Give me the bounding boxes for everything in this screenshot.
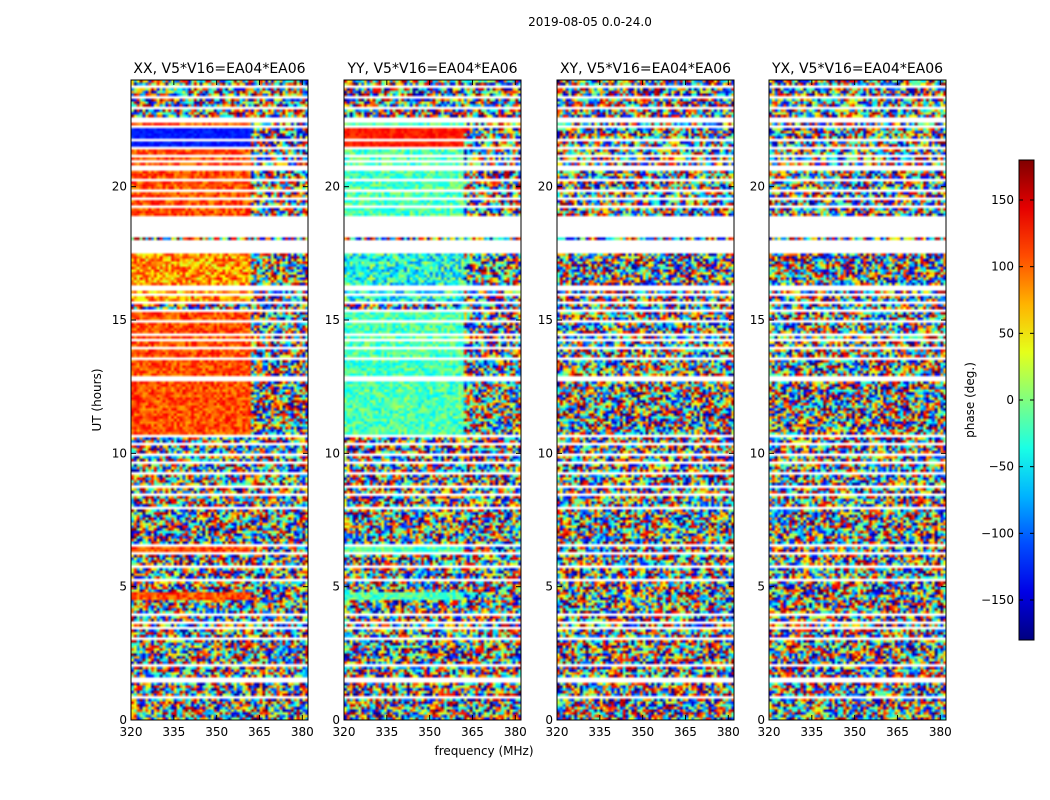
y-tick-label-xx-15: 15 <box>112 313 127 327</box>
x-tick-label-xy-365: 365 <box>674 725 697 739</box>
x-tick-label-xx-380: 380 <box>291 725 314 739</box>
x-tick-label-xy-380: 380 <box>717 725 740 739</box>
panel-title-yx: YX, V5*V16=EA04*EA06 <box>771 61 943 77</box>
y-tick-label-xx-20: 20 <box>112 180 127 194</box>
heatmap-image-xy <box>557 80 734 720</box>
colorbar-tick-label-2: 50 <box>999 326 1014 340</box>
panel-yx: YX, V5*V16=EA04*EA06 320 335 350 365 380 0 5 10 1… <box>750 61 952 739</box>
x-tick-label-yx-335: 335 <box>800 725 823 739</box>
y-tick-label-xx-10: 10 <box>112 446 127 460</box>
x-tick-label-xy-335: 335 <box>588 725 611 739</box>
y-tick-label-xy-10: 10 <box>538 446 553 460</box>
y-tick-label-yy-0: 0 <box>332 713 340 727</box>
heatmap-image-yx <box>769 80 946 720</box>
panel-yy: YY, V5*V16=EA04*EA06 320 335 350 365 380 0 5 10 1… <box>325 61 527 739</box>
panel-title-xy: XY, V5*V16=EA04*EA06 <box>560 61 731 77</box>
y-tick-label-yy-5: 5 <box>332 580 340 594</box>
y-axis-label: UT (hours) <box>90 368 104 431</box>
y-tick-label-yx-20: 20 <box>750 180 765 194</box>
x-tick-label-xy-320: 320 <box>546 725 569 739</box>
panel-frame-yy <box>343 79 522 721</box>
x-tick-label-xx-350: 350 <box>205 725 228 739</box>
x-tick-label-yy-335: 335 <box>375 725 398 739</box>
panel-frame-xx <box>130 79 309 721</box>
x-tick-label-yy-365: 365 <box>461 725 484 739</box>
x-tick-label-yy-320: 320 <box>333 725 356 739</box>
x-tick-label-xx-320: 320 <box>120 725 143 739</box>
heatmap-image-yy <box>344 80 521 720</box>
figure-suptitle: 2019-08-05 0.0-24.0 <box>528 15 652 29</box>
y-tick-label-xy-20: 20 <box>538 180 553 194</box>
y-tick-label-xy-15: 15 <box>538 313 553 327</box>
x-tick-label-yx-350: 350 <box>843 725 866 739</box>
x-tick-label-yx-320: 320 <box>758 725 781 739</box>
x-tick-label-xy-350: 350 <box>631 725 654 739</box>
colorbar-tick-label-6: −150 <box>981 593 1014 607</box>
colorbar-tick-label-4: −50 <box>989 460 1014 474</box>
x-tick-label-yx-365: 365 <box>886 725 909 739</box>
heatmap-panels: XX, V5*V16=EA04*EA06 320 335 350 365 380 0 5 10 1… <box>112 61 952 739</box>
panel-title-xx: XX, V5*V16=EA04*EA06 <box>133 61 305 77</box>
colorbar-tick-label-1: 100 <box>991 260 1014 274</box>
colorbar-tick-label-0: 150 <box>991 193 1014 207</box>
panel-title-yy: YY, V5*V16=EA04*EA06 <box>346 61 517 77</box>
y-tick-label-yx-0: 0 <box>757 713 765 727</box>
panel-xy: XY, V5*V16=EA04*EA06 320 335 350 365 380 0 5 10 1… <box>538 61 740 739</box>
x-tick-label-xx-365: 365 <box>248 725 271 739</box>
x-tick-label-xx-335: 335 <box>162 725 185 739</box>
panel-xx: XX, V5*V16=EA04*EA06 320 335 350 365 380 0 5 10 1… <box>112 61 314 739</box>
x-tick-label-yy-350: 350 <box>418 725 441 739</box>
y-tick-label-yy-20: 20 <box>325 180 340 194</box>
colorbar-tick-label-5: −100 <box>981 526 1014 540</box>
y-tick-label-xy-0: 0 <box>545 713 553 727</box>
x-axis-label: frequency (MHz) <box>434 744 533 758</box>
panel-frame-xy <box>556 79 735 721</box>
y-tick-label-xx-0: 0 <box>119 713 127 727</box>
colorbar: 150 100 50 0 −50 −100 −150 <box>981 159 1035 641</box>
x-tick-label-yx-380: 380 <box>929 725 952 739</box>
heatmap-image-xx <box>131 80 308 720</box>
y-tick-label-yx-5: 5 <box>757 580 765 594</box>
y-tick-label-yx-10: 10 <box>750 446 765 460</box>
y-tick-label-xy-5: 5 <box>545 580 553 594</box>
panel-frame-yx <box>768 79 947 721</box>
colorbar-tick-label-3: 0 <box>1006 393 1014 407</box>
y-tick-label-yx-15: 15 <box>750 313 765 327</box>
y-tick-label-yy-10: 10 <box>325 446 340 460</box>
y-tick-label-yy-15: 15 <box>325 313 340 327</box>
x-tick-label-yy-380: 380 <box>504 725 527 739</box>
colorbar-label: phase (deg.) <box>963 362 977 438</box>
y-tick-label-xx-5: 5 <box>119 580 127 594</box>
